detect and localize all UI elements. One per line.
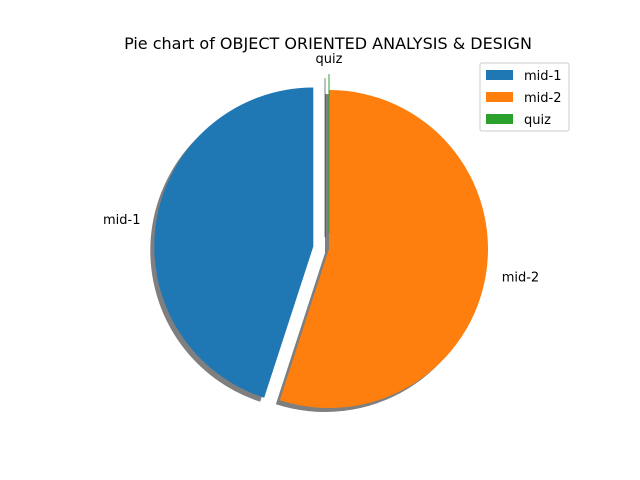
legend-label-mid-1: mid-1	[524, 69, 562, 84]
legend-label-quiz: quiz	[524, 113, 551, 128]
legend-swatch-quiz	[486, 114, 513, 124]
legend: mid-1 mid-2 quiz	[479, 62, 570, 132]
pie-slices	[154, 74, 488, 409]
pie-label-quiz: quiz	[316, 52, 343, 67]
pie-slice-mid-1	[154, 87, 314, 398]
pie-labels: mid-1 mid-2 quiz	[103, 52, 539, 285]
pie-slice-mid-2	[279, 90, 488, 409]
legend-swatch-mid-1	[486, 70, 513, 80]
pie-label-mid-1: mid-1	[103, 213, 141, 228]
legend-items: mid-1 mid-2 quiz	[486, 69, 562, 128]
legend-swatch-mid-2	[486, 92, 513, 102]
pie-label-mid-2: mid-2	[502, 270, 540, 285]
legend-label-mid-2: mid-2	[524, 91, 562, 106]
chart-title: Pie chart of OBJECT ORIENTED ANALYSIS & …	[124, 34, 532, 53]
